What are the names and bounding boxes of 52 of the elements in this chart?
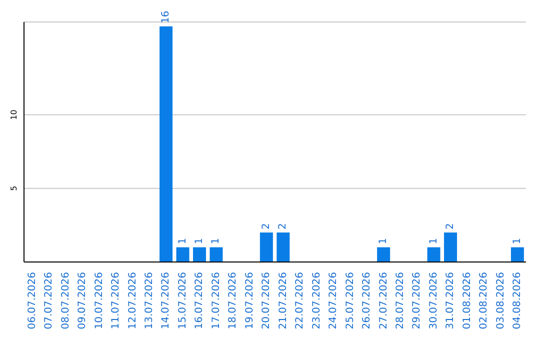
x-tick-label: 02.08.2026 — [478, 272, 490, 330]
bar — [444, 232, 458, 262]
data-label: 2 — [445, 223, 456, 230]
x-tick-label: 22.07.2026 — [294, 272, 306, 330]
bar — [176, 247, 190, 262]
x-tick-label: 31.07.2026 — [445, 272, 456, 330]
data-label: 1 — [512, 238, 523, 244]
x-tick-label: 24.07.2026 — [328, 272, 340, 330]
bar — [510, 247, 524, 262]
x-tick-label: 27.07.2026 — [378, 272, 390, 330]
x-tick-label: 29.07.2026 — [412, 272, 423, 330]
bar — [160, 26, 173, 262]
data-label: 16 — [160, 10, 172, 24]
data-label: 2 — [260, 223, 272, 230]
bar — [377, 247, 390, 262]
x-tick-label: 25.07.2026 — [344, 272, 356, 330]
x-tick-label: 14.07.2026 — [160, 272, 172, 330]
data-label: 2 — [278, 223, 289, 230]
x-tick-label: 18.07.2026 — [228, 272, 239, 330]
bar — [427, 247, 440, 262]
x-tick-label: 26.07.2026 — [362, 272, 373, 330]
x-tick-label: 20.07.2026 — [261, 272, 272, 330]
x-tick-label: 15.07.2026 — [177, 272, 188, 330]
x-tick-label: 06.07.2026 — [26, 272, 38, 330]
x-tick-label: 01.08.2026 — [462, 272, 473, 330]
y-tick-label: 5 — [10, 186, 18, 191]
x-tick-label: 08.07.2026 — [60, 272, 72, 330]
bar — [260, 232, 273, 262]
bar — [193, 247, 206, 262]
x-tick-label: 30.07.2026 — [428, 272, 440, 330]
x-tick-label: 16.07.2026 — [194, 272, 206, 330]
y-tick-label: 10 — [10, 110, 18, 120]
x-tick-label: 07.07.2026 — [44, 272, 55, 330]
x-tick-label: 03.08.2026 — [495, 272, 506, 330]
x-tick-label: 13.07.2026 — [144, 272, 155, 330]
x-tick-label: 28.07.2026 — [395, 272, 406, 330]
x-tick-label: 17.07.2026 — [210, 272, 222, 330]
x-tick-label: 19.07.2026 — [244, 272, 256, 330]
x-tick-label: 10.07.2026 — [94, 272, 105, 330]
x-tick-label: 09.07.2026 — [77, 272, 88, 330]
x-tick-label: 11.07.2026 — [110, 272, 122, 330]
bar — [210, 247, 223, 262]
data-label: 1 — [428, 238, 440, 244]
bar — [276, 232, 290, 262]
x-tick-label: 04.08.2026 — [512, 272, 524, 330]
x-tick-label: 21.07.2026 — [278, 272, 289, 330]
data-label: 1 — [378, 238, 390, 244]
data-label: 1 — [194, 238, 206, 244]
x-tick-label: 23.07.2026 — [311, 272, 322, 330]
x-tick-label: 12.07.2026 — [127, 272, 138, 330]
data-label: 1 — [210, 238, 222, 244]
data-label: 1 — [177, 238, 188, 244]
